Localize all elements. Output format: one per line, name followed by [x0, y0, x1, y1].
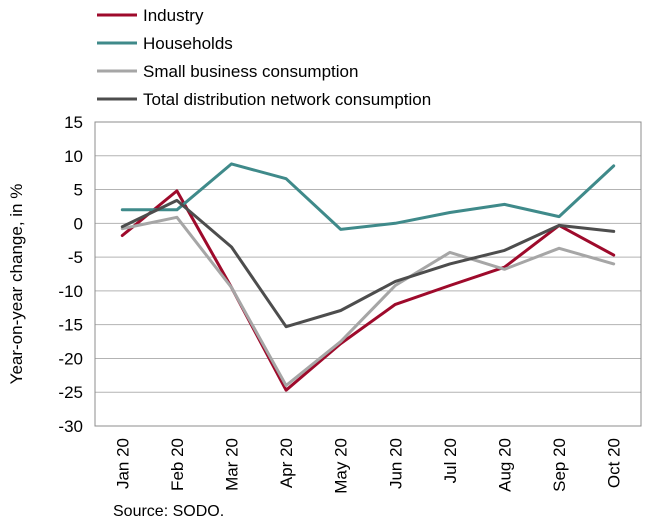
- series-line-3: [120, 198, 616, 329]
- x-tick-label: Apr 20: [277, 438, 296, 488]
- legend-label: Small business consumption: [143, 62, 358, 81]
- grid-lines: [95, 121, 641, 427]
- y-tick-label: -25: [58, 383, 83, 402]
- y-tick-label: -5: [68, 248, 83, 267]
- series-line-1: [120, 162, 616, 231]
- y-tick-label: 10: [64, 147, 83, 166]
- x-tick-label: Feb 20: [168, 438, 187, 491]
- y-tick-label: -10: [58, 282, 83, 301]
- series-line-2: [120, 215, 616, 387]
- x-axis-ticks: Jan 20 Feb 20 Mar 20 Apr 20 May 20 Jun 20 Jul …: [113, 438, 623, 494]
- x-tick-label: Jul 20: [441, 438, 460, 483]
- y-tick-label: -15: [58, 316, 83, 335]
- source-note: Source: SODO.: [113, 503, 225, 520]
- x-tick-label: Sep 20: [550, 438, 569, 492]
- y-tick-label: 5: [74, 181, 83, 200]
- x-tick-label: Jan 20: [113, 438, 132, 489]
- x-tick-label: May 20: [332, 438, 351, 494]
- y-axis-label: Year-on-year change, in %: [7, 184, 26, 385]
- y-axis-ticks: 15 10 5 0 -5 -10 -15 -20 -25 -30: [58, 113, 83, 436]
- y-tick-label: 0: [74, 214, 83, 233]
- series-line-0: [120, 189, 616, 392]
- y-tick-label: -30: [58, 417, 83, 436]
- x-tick-label: Aug 20: [496, 438, 515, 492]
- series-lines: [120, 162, 616, 392]
- plot-area-frame: [94, 121, 642, 427]
- legend-label: Industry: [143, 6, 204, 25]
- x-tick-label: Mar 20: [223, 438, 242, 491]
- x-tick-label: Oct 20: [605, 438, 624, 488]
- legend-label: Total distribution network consumption: [143, 90, 431, 109]
- y-tick-label: -20: [58, 349, 83, 368]
- y-tick-label: 15: [64, 113, 83, 132]
- legend: Industry Households Small business consump…: [97, 6, 431, 109]
- legend-label: Households: [143, 34, 233, 53]
- x-tick-label: Jun 20: [386, 438, 405, 489]
